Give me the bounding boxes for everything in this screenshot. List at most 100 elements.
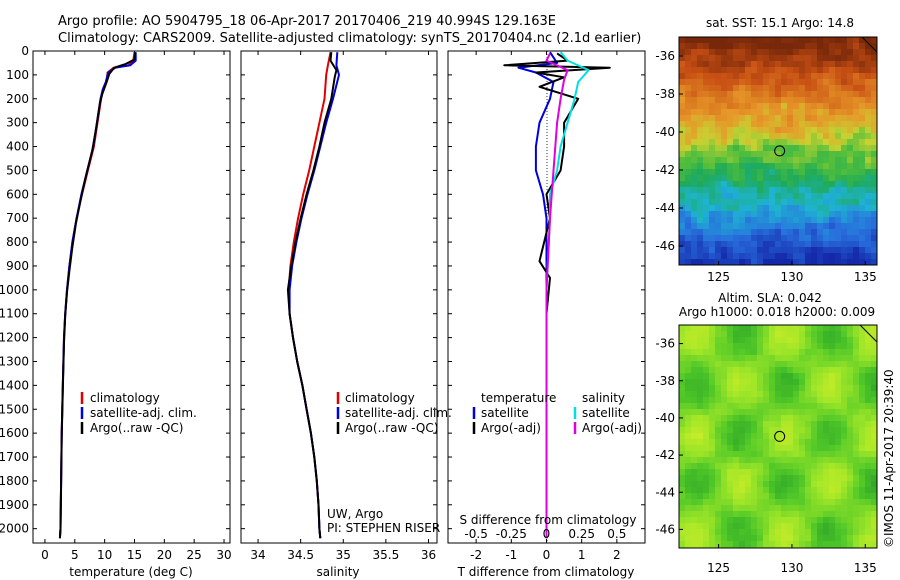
depth-tick-label: 900 (6, 259, 29, 273)
sla-cell (817, 487, 823, 493)
sst-cell (787, 175, 793, 181)
sla-cell (841, 355, 847, 361)
sst-cell (823, 115, 829, 121)
sla-cell (829, 541, 835, 547)
sla-cell (739, 361, 745, 367)
sst-cell (799, 91, 805, 97)
sst-cell (811, 175, 817, 181)
sst-cell (769, 187, 775, 193)
sla-cell (751, 337, 757, 343)
sst-cell (721, 223, 727, 229)
sla-cell (871, 379, 877, 385)
sst-cell (805, 79, 811, 85)
sst-cell (709, 169, 715, 175)
sst-cell (703, 175, 709, 181)
sla-cell (709, 433, 715, 439)
depth-tick-label: 300 (6, 116, 29, 130)
sla-cell (769, 481, 775, 487)
sla-cell (853, 493, 859, 499)
sst-cell (817, 157, 823, 163)
sst-cell (859, 157, 865, 163)
sst-cell (805, 169, 811, 175)
sla-cell (685, 337, 691, 343)
sst-cell (865, 169, 871, 175)
sla-cell (739, 433, 745, 439)
sla-cell (721, 397, 727, 403)
sla-cell (757, 361, 763, 367)
sst-cell (817, 247, 823, 253)
sla-cell (745, 355, 751, 361)
sla-cell (823, 349, 829, 355)
sst-cell (703, 79, 709, 85)
sla-cell (847, 541, 853, 547)
sla-cell (745, 499, 751, 505)
sla-cell (703, 385, 709, 391)
sst-cell (829, 145, 835, 151)
sst-cell (727, 61, 733, 67)
sst-cell (865, 223, 871, 229)
sst-cell (793, 193, 799, 199)
sst-cell (835, 79, 841, 85)
sla-cell (703, 541, 709, 547)
sla-cell (853, 469, 859, 475)
sst-cell (865, 67, 871, 73)
series-line-satellite (517, 51, 559, 539)
sst-cell (847, 73, 853, 79)
sla-cell (871, 397, 877, 403)
temperature-series (58, 52, 137, 539)
sst-cell (691, 193, 697, 199)
sla-cell (811, 493, 817, 499)
sla-cell (727, 427, 733, 433)
sla-cell (853, 343, 859, 349)
sla-cell (727, 337, 733, 343)
sla-cell (853, 463, 859, 469)
sst-cell (703, 97, 709, 103)
sla-cell (685, 469, 691, 475)
sla-cell (823, 523, 829, 529)
sla-cell (871, 451, 877, 457)
sla-cell (811, 433, 817, 439)
sst-cell (703, 211, 709, 217)
sst-coastline (861, 36, 878, 53)
sst-cell (853, 235, 859, 241)
sst-cell (799, 109, 805, 115)
sst-cell (721, 109, 727, 115)
sst-cell (757, 85, 763, 91)
sla-cell (799, 499, 805, 505)
sla-cell (697, 385, 703, 391)
sla-cell (841, 493, 847, 499)
sst-cell (805, 43, 811, 49)
sla-cell (733, 433, 739, 439)
sst-cell (715, 55, 721, 61)
sla-cell (865, 349, 871, 355)
sst-cell (871, 49, 877, 55)
sla-cell (727, 367, 733, 373)
sst-cell (847, 67, 853, 73)
sla-cell (865, 517, 871, 523)
sst-cell (799, 49, 805, 55)
sla-cell (751, 433, 757, 439)
sla-cell (859, 493, 865, 499)
sla-cell (721, 325, 727, 331)
lat-tick-label: -38 (655, 87, 675, 101)
sst-cell (685, 109, 691, 115)
sla-cell (745, 517, 751, 523)
sst-cell (757, 259, 763, 265)
sla-cell (859, 451, 865, 457)
sla-cell (751, 355, 757, 361)
sla-cell (679, 409, 685, 415)
sst-cell (823, 247, 829, 253)
sst-cell (739, 163, 745, 169)
sla-cell (847, 331, 853, 337)
sst-cell (841, 49, 847, 55)
sla-cell (727, 343, 733, 349)
sst-cell (685, 199, 691, 205)
sst-cell (799, 193, 805, 199)
sst-cell (769, 115, 775, 121)
sst-cell (841, 127, 847, 133)
sst-cell (835, 139, 841, 145)
sla-cell (799, 391, 805, 397)
sst-cell (769, 91, 775, 97)
sst-cell (841, 253, 847, 259)
sst-cell (721, 169, 727, 175)
